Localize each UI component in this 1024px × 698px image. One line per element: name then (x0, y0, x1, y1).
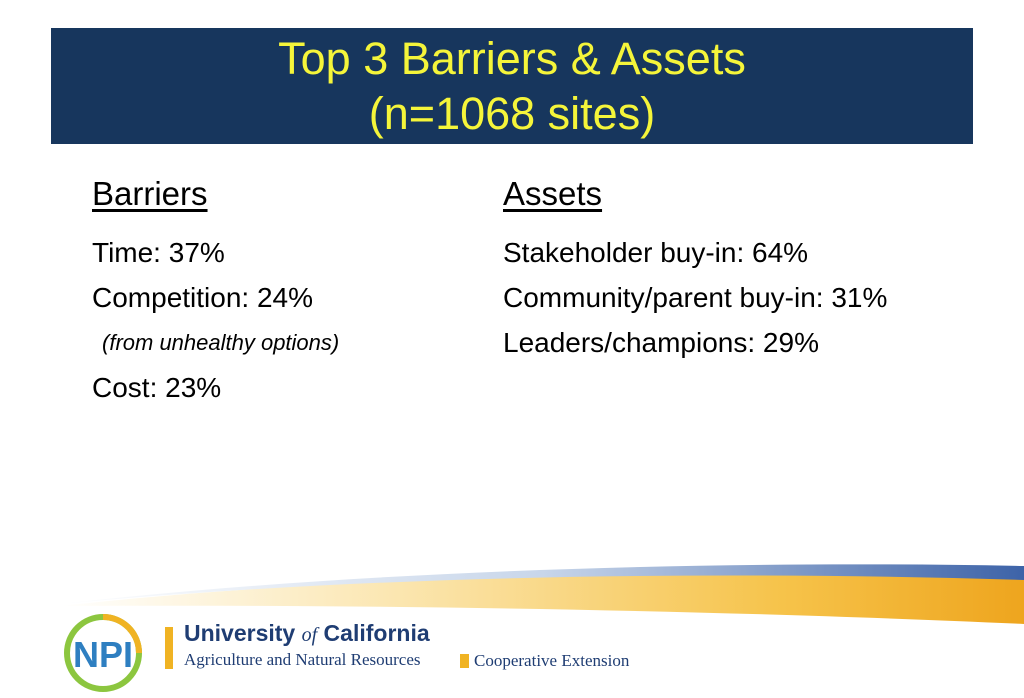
uc-name: University of California (184, 620, 430, 647)
title-bar: Top 3 Barriers & Assets (n=1068 sites) (51, 28, 973, 144)
uc-accent-bar (165, 627, 173, 669)
cooperative-extension-label: Cooperative Extension (474, 651, 630, 670)
uc-name-of: of (301, 624, 318, 646)
barrier-cost: Cost: 23% (92, 372, 222, 403)
barriers-heading: Barriers (92, 175, 208, 212)
barrier-time: Time: 37% (92, 237, 225, 268)
decorative-swoosh (60, 564, 1024, 624)
barriers-column: Barriers Time: 37% Competition: 24% (fro… (92, 172, 339, 410)
asset-leaders: Leaders/champions: 29% (503, 327, 819, 358)
uc-subtitle: Agriculture and Natural Resources (184, 650, 421, 669)
npi-logo-icon: NPI (64, 614, 142, 692)
uc-name-part2: California (317, 620, 430, 646)
barrier-competition-note: (from unhealthy options) (102, 330, 340, 355)
npi-logo-text: NPI (73, 634, 133, 675)
barrier-competition: Competition: 24% (92, 282, 314, 313)
assets-column: Assets Stakeholder buy-in: 64% Community… (503, 172, 887, 365)
asset-community: Community/parent buy-in: 31% (503, 282, 888, 313)
slide-title: Top 3 Barriers & Assets (278, 33, 746, 84)
uc-name-part1: University (184, 620, 302, 646)
assets-heading: Assets (503, 175, 603, 212)
asset-stakeholder: Stakeholder buy-in: 64% (503, 237, 809, 268)
slide-subtitle: (n=1068 sites) (368, 88, 656, 139)
ce-accent-bar (460, 654, 469, 668)
